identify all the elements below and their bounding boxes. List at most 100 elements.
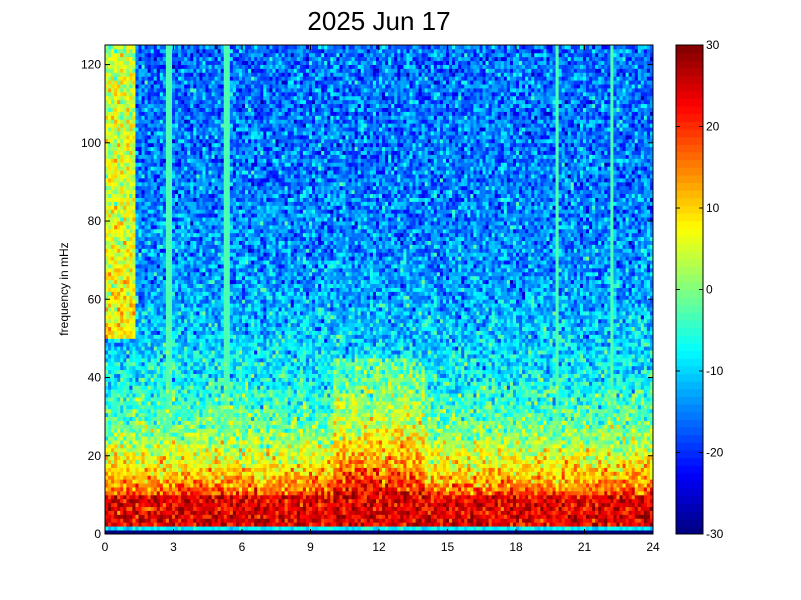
heatmap-cell [579,475,584,480]
heatmap-cell [190,502,194,508]
heatmap-cell [409,494,413,500]
heatmap-cell [500,530,505,535]
heatmap-cell [482,447,486,453]
heatmap-cell [558,467,563,472]
heatmap-cell [220,424,225,429]
heatmap-cell [491,494,496,500]
heatmap-cell [336,498,340,504]
heatmap-cell [522,444,526,449]
heatmap-cell [287,432,292,437]
heatmap-cell [433,526,438,531]
heatmap-cell [403,451,407,457]
heatmap-cell [528,494,532,500]
heatmap-cell [473,463,477,468]
heatmap-cell [315,514,319,519]
heatmap-cell [217,440,222,445]
heatmap-cell [494,494,499,500]
heatmap-cell [628,490,633,496]
heatmap-cell [516,514,520,519]
heatmap-cell [646,514,651,519]
heatmap-cell [415,444,419,449]
heatmap-cell [257,498,261,504]
heatmap-cell [543,444,547,449]
heatmap-cell [436,510,441,515]
heatmap-cell [235,502,240,508]
heatmap-cell [235,444,240,449]
heatmap-cell [637,502,642,508]
heatmap-cell [525,490,529,496]
heatmap-cell [132,498,136,504]
heatmap-cell [199,494,203,500]
heatmap-cell [248,518,252,523]
heatmap-cell [436,526,441,531]
heatmap-cell [467,510,471,515]
heatmap-cell [439,447,444,453]
heatmap-cell [315,451,319,457]
heatmap-cell [324,451,328,457]
heatmap-cell [287,471,292,476]
heatmap-cell [598,487,602,492]
heatmap-cell [108,518,112,523]
heatmap-cell [330,432,334,437]
heatmap-cell [512,522,517,527]
heatmap-cell [141,455,145,461]
heatmap-cell [598,467,602,472]
heatmap-cell [254,475,258,480]
heatmap-cell [561,490,566,496]
heatmap-cell [482,424,486,429]
heatmap-cell [561,459,566,464]
heatmap-cell [269,467,273,472]
heatmap-cell [394,526,398,531]
heatmap-cell [494,424,499,429]
heatmap-cell [275,467,279,472]
heatmap-cell [254,530,258,535]
heatmap-cell [579,463,584,468]
heatmap-cell [278,487,282,492]
heatmap-cell [354,451,359,457]
heatmap-cell [111,455,115,461]
heatmap-cell [449,455,453,461]
heatmap-cell [114,436,118,441]
heatmap-cell [525,455,529,461]
heatmap-cell [382,455,386,461]
heatmap-cell [616,467,620,472]
heatmap-cell [175,479,179,484]
heatmap-cell [503,475,508,480]
heatmap-cell [570,463,575,468]
heatmap-cell [503,471,508,476]
heatmap-cell [266,514,270,519]
heatmap-cell [214,518,219,523]
heatmap-cell [257,444,261,449]
heatmap-cell [573,459,578,464]
heatmap-cell [458,502,462,508]
heatmap-cell [375,479,380,484]
heatmap-cell [266,479,270,484]
heatmap-cell [589,514,593,519]
heatmap-cell [397,424,401,429]
heatmap-cell [165,498,170,504]
heatmap-cell [509,490,514,496]
heatmap-cell [482,471,486,476]
heatmap-cell [424,526,429,531]
heatmap-cell [607,447,611,453]
heatmap-cell [129,432,133,437]
heatmap-cell [181,428,185,433]
heatmap-cell [123,506,127,511]
heatmap-cell [330,467,334,472]
heatmap-cell [269,490,273,496]
heatmap-cell [290,455,295,461]
heatmap-cell [592,518,596,523]
heatmap-cell [132,428,136,433]
heatmap-cell [232,471,237,476]
heatmap-cell [449,440,453,445]
heatmap-cell [238,455,243,461]
heatmap-cell [333,455,337,461]
heatmap-cell [321,432,325,437]
heatmap-cell [622,506,626,511]
heatmap-cell [400,506,404,511]
heatmap-cell [175,440,179,445]
heatmap-cell [296,459,301,464]
heatmap-cell [302,514,307,519]
heatmap-cell [193,451,197,457]
heatmap-cell [156,440,161,445]
